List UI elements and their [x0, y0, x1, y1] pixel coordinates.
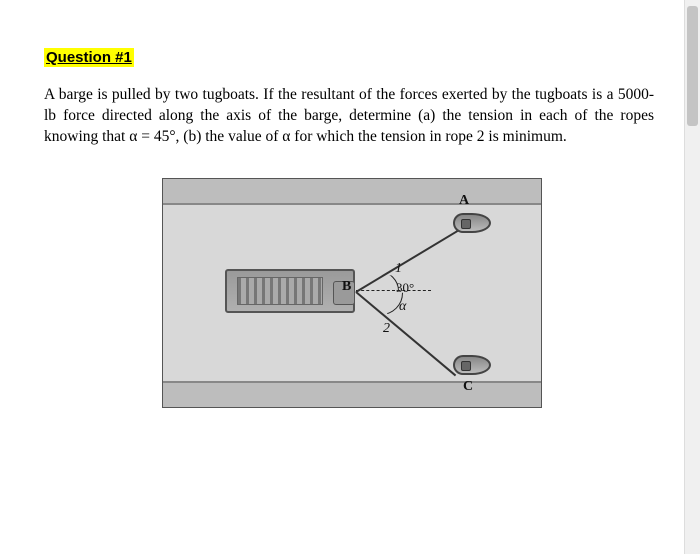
- label-b: B: [342, 279, 351, 295]
- label-rope1: 1: [395, 261, 402, 277]
- label-a: A: [459, 193, 469, 209]
- figure-container: A B C 1 2 30° α: [44, 178, 660, 408]
- barge: [225, 269, 355, 313]
- question-prompt: A barge is pulled by two tugboats. If th…: [44, 85, 660, 148]
- barge-cargo: [237, 277, 323, 305]
- tugboat-c: [453, 355, 491, 375]
- tug-cabin-icon: [461, 361, 471, 371]
- label-angle-30: 30°: [396, 280, 414, 296]
- scrollbar[interactable]: [684, 0, 700, 554]
- riverbank-top: [163, 179, 541, 203]
- riverbank-bottom: [163, 383, 541, 407]
- question-heading: Question #1: [44, 48, 134, 67]
- scrollbar-thumb[interactable]: [687, 6, 698, 126]
- tugboat-a: [453, 213, 491, 233]
- label-c: C: [463, 379, 473, 395]
- label-rope2: 2: [383, 321, 390, 337]
- tug-cabin-icon: [461, 219, 471, 229]
- label-angle-alpha: α: [399, 299, 406, 315]
- barge-figure: A B C 1 2 30° α: [162, 178, 542, 408]
